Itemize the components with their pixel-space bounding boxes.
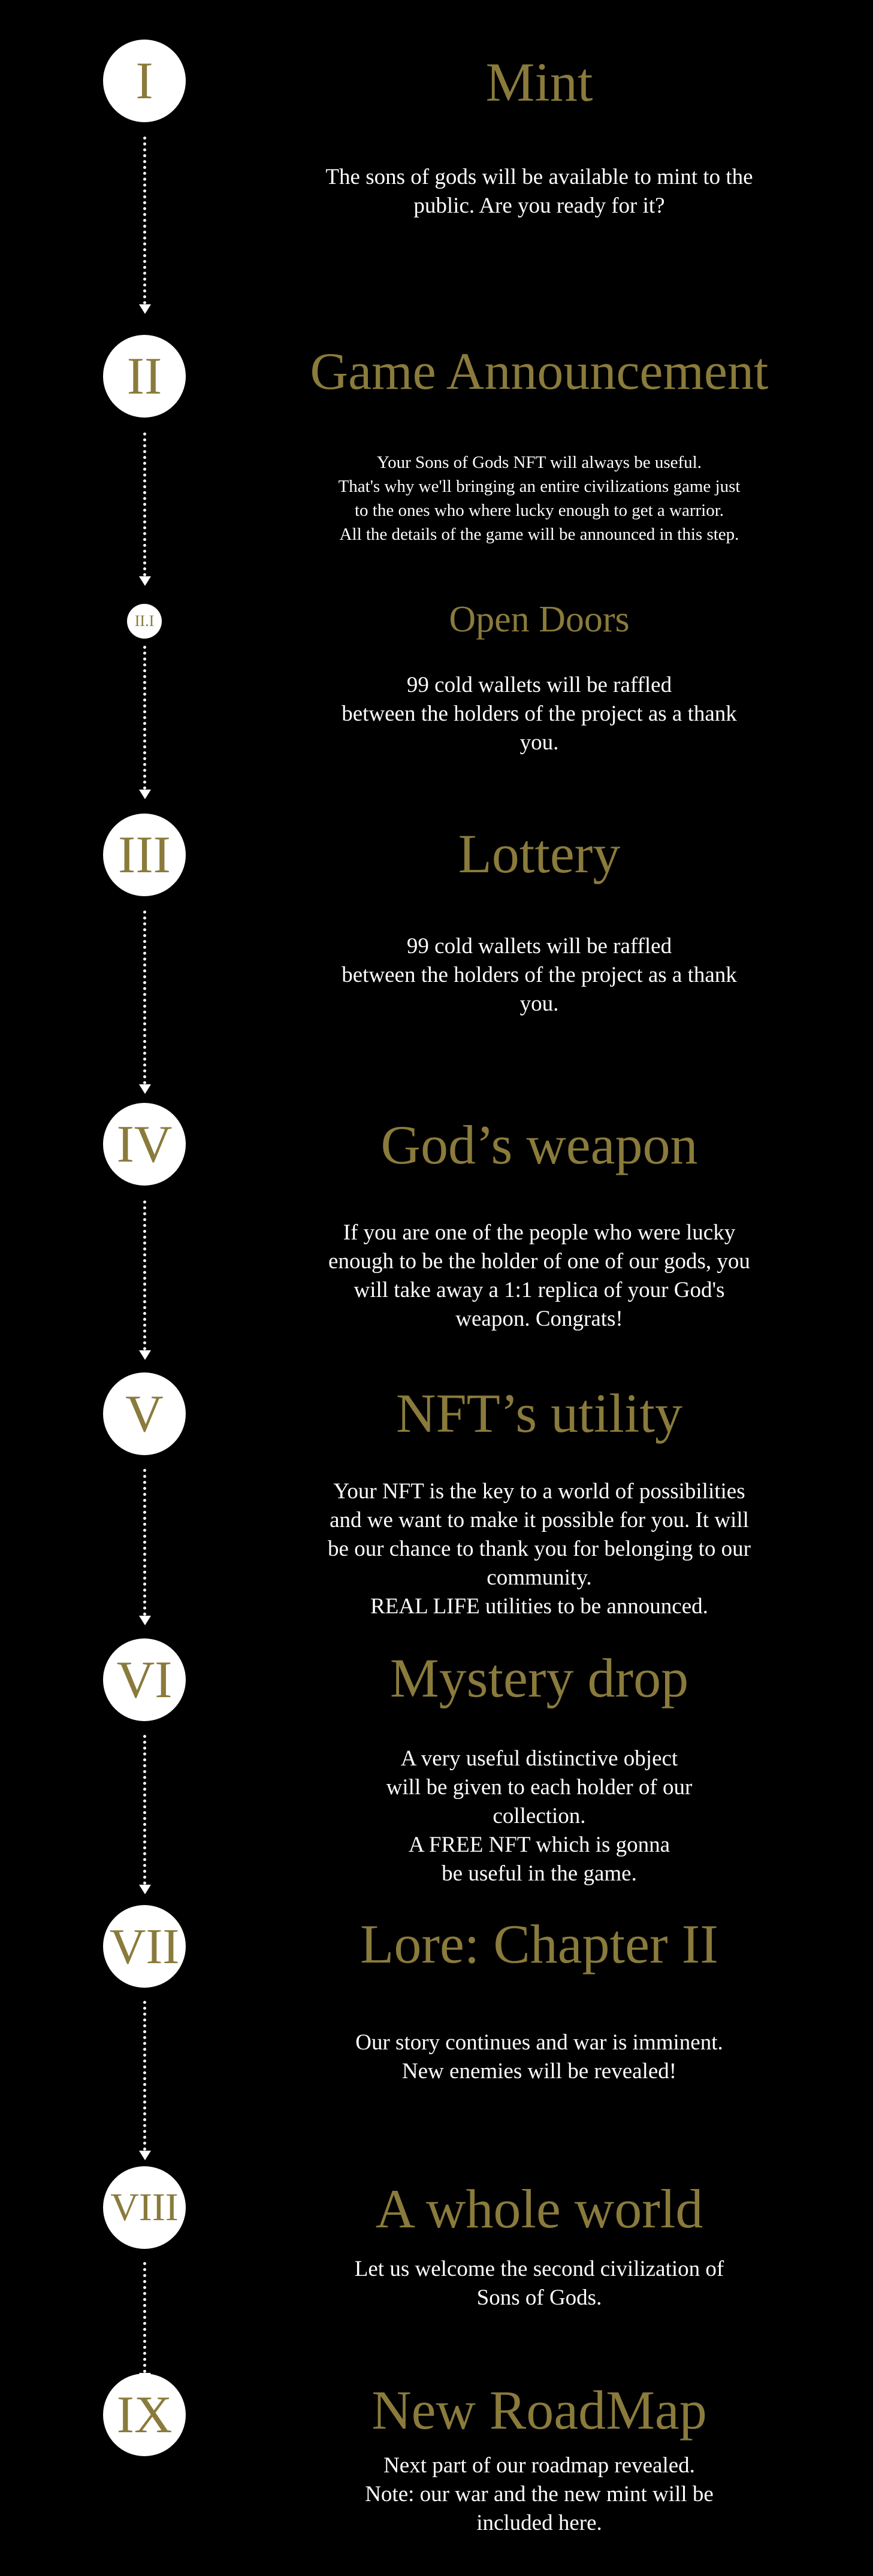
- roadmap-step-node: VII: [103, 1905, 186, 1988]
- arrow-down-icon: [139, 790, 151, 799]
- dotted-connector: [143, 1469, 146, 1616]
- step-title: Lottery: [458, 823, 621, 884]
- roadmap-step-node: II: [103, 335, 186, 418]
- step-numeral: III: [118, 826, 171, 884]
- roadmap-step-node: II.I: [127, 604, 162, 639]
- step-title: Lore: Chapter II: [360, 1913, 718, 1975]
- roadmap-step-node: VIII: [103, 2166, 186, 2249]
- dotted-connector: [143, 1735, 146, 1885]
- dotted-connector: [143, 2262, 146, 2373]
- dotted-connector: [143, 646, 146, 790]
- step-description: The sons of gods will be available to mi…: [325, 165, 753, 218]
- arrow-down-icon: [139, 1885, 151, 1894]
- roadmap-step-node: III: [103, 814, 186, 896]
- step-numeral: IX: [116, 2385, 173, 2444]
- roadmap-step-node: IV: [103, 1103, 186, 1186]
- roadmap-step-node: IX: [103, 2374, 186, 2456]
- arrow-down-icon: [139, 1616, 151, 1625]
- step-description: 99 cold wallets will be raffled between …: [342, 673, 737, 755]
- step-description: A very useful distinctive object will be…: [386, 1746, 693, 1886]
- step-description: Your Sons of Gods NFT will always be use…: [338, 453, 741, 544]
- arrow-down-icon: [139, 1084, 151, 1094]
- dotted-connector: [143, 2001, 146, 2151]
- roadmap-step-node: I: [103, 40, 186, 122]
- step-title: Mystery drop: [389, 1647, 689, 1709]
- step-numeral: IV: [116, 1115, 173, 1174]
- step-description: If you are one of the people who were lu…: [328, 1220, 750, 1331]
- roadmap-step-node: V: [103, 1372, 186, 1455]
- step-description: 99 cold wallets will be raffled between …: [342, 934, 737, 1016]
- step-numeral: VII: [109, 1918, 180, 1975]
- step-description: Let us welcome the second civilization o…: [354, 2257, 724, 2310]
- dotted-connector: [143, 911, 146, 1084]
- dotted-connector: [143, 1201, 146, 1350]
- step-title: Game Announcement: [310, 343, 769, 401]
- arrow-down-icon: [139, 2151, 151, 2160]
- step-description: Next part of our roadmap revealed. Note:…: [365, 2453, 714, 2535]
- step-numeral: II.I: [134, 612, 155, 630]
- step-title: A whole world: [375, 2178, 703, 2239]
- step-numeral: I: [135, 52, 153, 110]
- step-title: Open Doors: [449, 599, 630, 640]
- step-title: God’s weapon: [380, 1114, 698, 1175]
- roadmap-step-node: VI: [103, 1638, 186, 1721]
- step-title: New RoadMap: [371, 2380, 707, 2441]
- step-description: Our story continues and war is imminent.…: [355, 2030, 723, 2084]
- step-numeral: VIII: [110, 2185, 179, 2229]
- dotted-connector: [143, 137, 146, 304]
- step-description: Your NFT is the key to a world of possib…: [328, 1479, 751, 1619]
- step-numeral: VI: [116, 1650, 173, 1709]
- step-numeral: V: [125, 1384, 164, 1443]
- dotted-connector: [143, 433, 146, 576]
- step-title: NFT’s utility: [396, 1383, 682, 1444]
- step-numeral: II: [126, 347, 162, 406]
- arrow-down-icon: [139, 576, 151, 586]
- step-title: Mint: [485, 52, 593, 113]
- arrow-down-icon: [139, 1350, 151, 1360]
- arrow-down-icon: [139, 304, 151, 314]
